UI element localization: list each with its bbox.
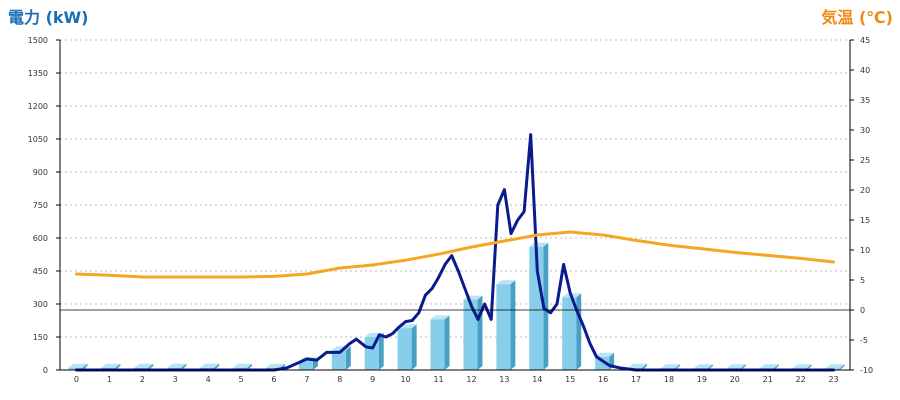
- x-tick-label: 5: [238, 375, 243, 384]
- x-tick-label: 19: [697, 375, 707, 384]
- left-tick-label: 450: [33, 267, 48, 276]
- bar: [364, 333, 384, 370]
- right-tick-label: 35: [860, 96, 870, 105]
- x-tick-label: 4: [206, 375, 211, 384]
- left-tick-label: 1200: [28, 102, 48, 111]
- x-tick-label: 22: [796, 375, 806, 384]
- x-tick-label: 10: [401, 375, 411, 384]
- x-tick-label: 2: [140, 375, 145, 384]
- right-tick-label: 10: [860, 246, 870, 255]
- right-tick-label: 20: [860, 186, 870, 195]
- right-tick-label: 0: [860, 306, 865, 315]
- bar: [397, 324, 417, 370]
- right-tick-label: -5: [860, 336, 868, 345]
- x-tick-label: 8: [337, 375, 342, 384]
- x-tick-label: 14: [532, 375, 542, 384]
- power-line: [75, 133, 835, 372]
- x-tick-label: 6: [271, 375, 276, 384]
- x-tick-label: 9: [370, 375, 375, 384]
- x-tick-label: 3: [173, 375, 178, 384]
- right-tick-label: 40: [860, 66, 870, 75]
- x-tick-label: 21: [763, 375, 773, 384]
- x-tick-label: 20: [730, 375, 740, 384]
- left-axis-title: 電力 (kW): [8, 8, 89, 27]
- bar: [430, 315, 450, 370]
- x-tick-label: 16: [598, 375, 608, 384]
- x-tick-label: 1: [107, 375, 112, 384]
- left-tick-label: 600: [33, 234, 48, 243]
- left-tick-label: 1350: [28, 69, 48, 78]
- left-tick-label: 0: [43, 366, 48, 375]
- left-tick-label: 150: [33, 333, 48, 342]
- bar: [68, 363, 88, 370]
- line-series: [75, 133, 835, 372]
- bar: [562, 293, 582, 370]
- left-tick-label: 1050: [28, 135, 48, 144]
- x-tick-label: 0: [74, 375, 79, 384]
- bar: [496, 280, 516, 370]
- right-axis-title: 気温 (℃): [821, 8, 893, 27]
- right-tick-label: 45: [860, 36, 870, 45]
- x-tick-label: 18: [664, 375, 674, 384]
- axes: 01503004506007509001050120013501500-10-5…: [28, 36, 873, 384]
- x-tick-label: 23: [828, 375, 838, 384]
- grid: [60, 39, 850, 338]
- left-tick-label: 750: [33, 201, 48, 210]
- right-tick-label: 25: [860, 156, 870, 165]
- right-tick-label: -10: [860, 366, 873, 375]
- left-tick-label: 1500: [28, 36, 48, 45]
- bar-series: [68, 242, 845, 370]
- x-tick-label: 13: [499, 375, 509, 384]
- x-tick-label: 7: [304, 375, 309, 384]
- right-tick-label: 15: [860, 216, 870, 225]
- x-tick-label: 12: [466, 375, 476, 384]
- bar: [331, 346, 351, 370]
- right-tick-label: 30: [860, 126, 870, 135]
- bar: [529, 242, 549, 370]
- left-tick-label: 900: [33, 168, 48, 177]
- right-tick-label: 5: [860, 276, 865, 285]
- x-tick-label: 11: [433, 375, 443, 384]
- left-tick-label: 300: [33, 300, 48, 309]
- x-tick-label: 17: [631, 375, 641, 384]
- temperature-line: [75, 230, 835, 279]
- x-tick-label: 15: [565, 375, 575, 384]
